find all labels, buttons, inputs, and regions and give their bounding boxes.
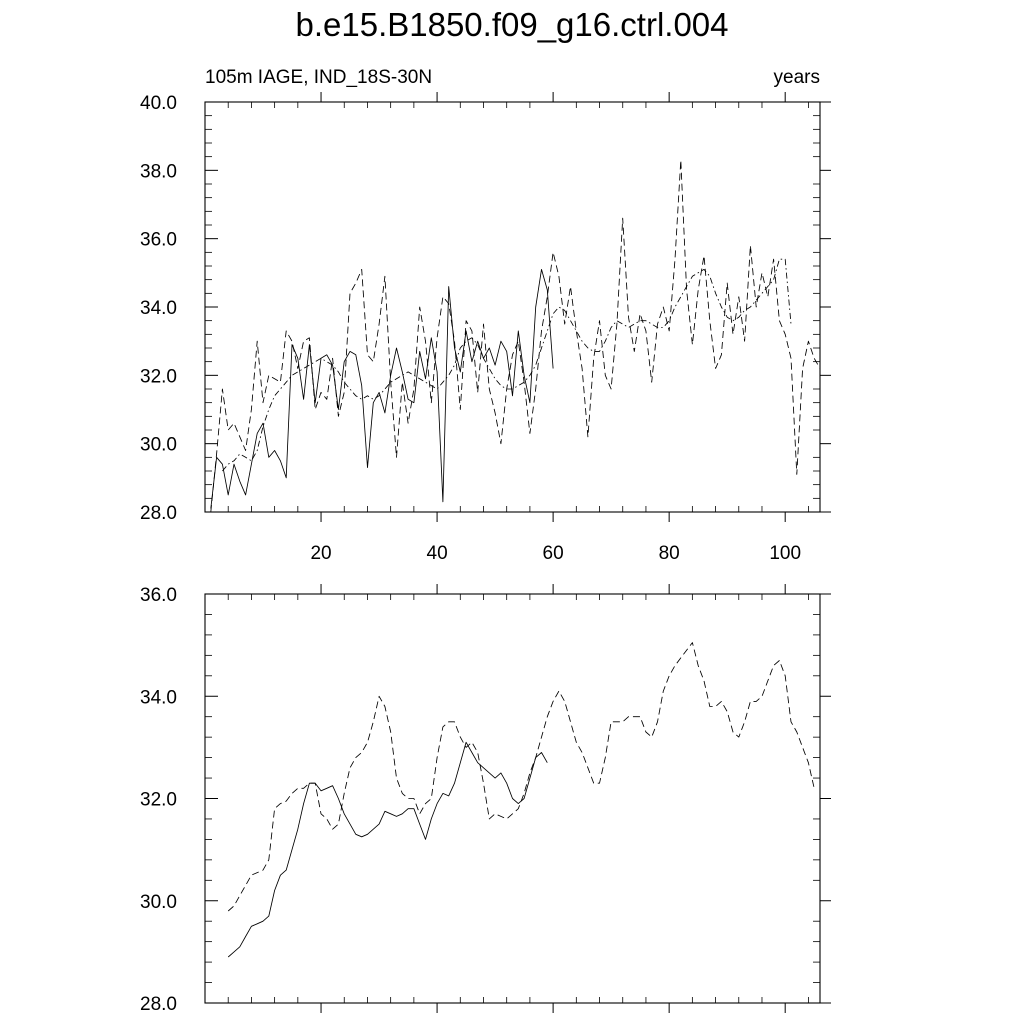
- bottom-panel: 28.0 30.0 32.0 34.0 36.0: [140, 584, 831, 1015]
- right-string: years: [774, 67, 820, 88]
- x-tick-label: 80: [659, 543, 680, 564]
- plot-frame: [204, 101, 821, 513]
- y-tick-label: 36.0: [140, 585, 177, 606]
- left-string: 105m IAGE, IND_18S-30N: [205, 67, 432, 88]
- y-tick-label: 36.0: [140, 230, 177, 251]
- x-tick-label: 20: [310, 543, 331, 564]
- series-line-dashed: [227, 642, 815, 912]
- y-tick-label: 32.0: [140, 790, 177, 811]
- figure-title: b.e15.B1850.f09_g16.ctrl.004: [295, 6, 729, 43]
- series-line-solid: [227, 741, 548, 958]
- y-tick-label: 30.0: [140, 435, 177, 456]
- y-tick-label: 28.0: [140, 503, 177, 524]
- y-tick-label: 30.0: [140, 892, 177, 913]
- y-tick-label: 28.0: [140, 994, 177, 1015]
- series-line-dashed: [210, 159, 821, 513]
- y-tick-label: 34.0: [140, 298, 177, 319]
- y-tick-label: 34.0: [140, 687, 177, 708]
- x-tick-label: 40: [427, 543, 448, 564]
- y-tick-label: 38.0: [140, 161, 177, 182]
- series-line-solid: [210, 268, 554, 509]
- x-tick-label: 60: [543, 543, 564, 564]
- top-panel: 20 40 60 80 100 28.0 30.0 32.0 34.0 36.0 38.0 40.0 1…: [140, 67, 831, 564]
- y-tick-label: 40.0: [140, 93, 177, 114]
- y-tick-label: 32.0: [140, 366, 177, 387]
- x-tick-label: 100: [769, 543, 801, 564]
- series-line-dash-dot: [222, 258, 792, 472]
